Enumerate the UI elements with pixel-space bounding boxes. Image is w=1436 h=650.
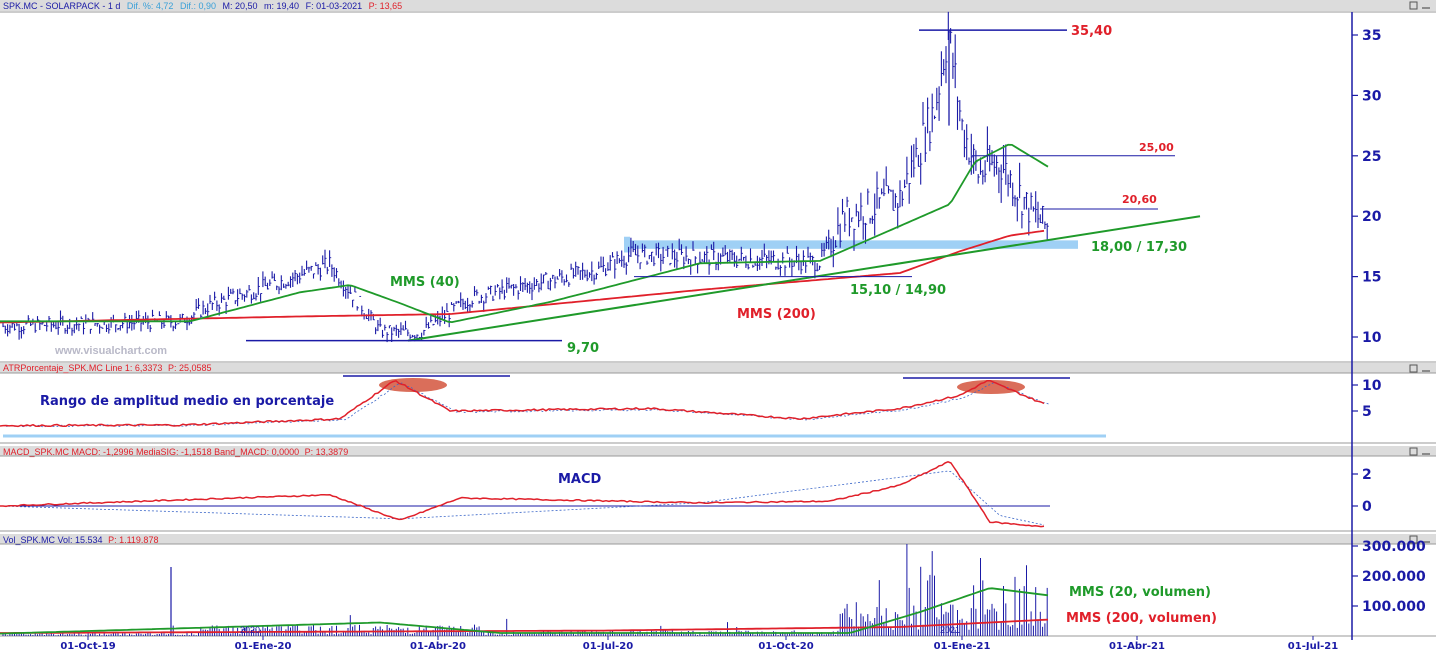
atr-peak-marker: [957, 380, 1025, 394]
label-r1: 25,00: [1139, 141, 1174, 154]
atr-line: [0, 379, 1045, 428]
macd-y-tick-label: 2: [1362, 467, 1372, 483]
label-low: 9,70: [567, 341, 599, 356]
atr-signal-line: [5, 382, 1051, 428]
price-y-tick-label: 30: [1362, 88, 1382, 104]
atr-y-tick-label: 10: [1362, 378, 1382, 394]
watermark: www.visualchart.com: [54, 345, 167, 357]
x-tick-label: 01-Jul-20: [583, 641, 633, 650]
vol-title-bar: [0, 534, 1436, 544]
panel-maximize-icon: [1409, 447, 1418, 456]
atr-header: ATRPorcentaje_SPK.MC Line 1: 6,3373 P: 2…: [3, 363, 211, 373]
mms40-line: [0, 143, 1049, 324]
x-tick-label: 01-Oct-20: [758, 641, 813, 650]
price-y-tick-label: 15: [1362, 270, 1381, 286]
macd-y-tick-label: 0: [1362, 499, 1372, 515]
vol-y-tick-label: 200.000: [1362, 569, 1426, 585]
macd-line: [0, 461, 1045, 528]
price-y-tick-label: 10: [1362, 330, 1382, 346]
label-mms200: MMS (200): [737, 307, 816, 322]
vol-header: Vol_SPK.MC Vol: 15.534 P: 1.119.878: [3, 535, 158, 545]
x-tick-label: 01-Ene-21: [934, 641, 991, 650]
macd-header: MACD_SPK.MC MACD: -1,2996 MediaSIG: -1,1…: [3, 447, 348, 457]
macd-signal-line: [0, 470, 1045, 526]
label-mms40: MMS (40): [390, 275, 460, 290]
atr-y-tick-label: 5: [1362, 404, 1372, 420]
x-tick-label: 01-Abr-21: [1109, 641, 1165, 650]
label-vol-mms200: MMS (200, volumen): [1066, 611, 1217, 626]
price-title-bar: [0, 0, 1436, 11]
trendline: [407, 215, 1201, 342]
price-y-tick-label: 35: [1362, 28, 1381, 44]
vol-year-label-2: 2021: [940, 625, 960, 635]
vol-y-tick-label: 100.000: [1362, 599, 1426, 615]
vol-mms200-line: [0, 618, 1049, 634]
vol-year-label: 2020: [240, 625, 260, 635]
panel-maximize-icon: [1409, 535, 1418, 544]
label-high: 35,40: [1071, 24, 1112, 39]
panel-maximize-icon: [1409, 1, 1418, 10]
vol-y-tick-label: 300.000: [1362, 539, 1426, 555]
price-header: SPK.MC - SOLARPACK - 1 d Dif. %: 4,72 Di…: [3, 1, 402, 11]
support-zone-band: [624, 240, 1078, 249]
x-tick-label: 01-Oct-19: [60, 641, 115, 650]
atr-title-bar: [0, 363, 1436, 373]
atr-title: Rango de amplitud medio en porcentaje: [40, 394, 334, 409]
x-tick-label: 01-Ene-20: [235, 641, 292, 650]
label-r2: 20,60: [1122, 193, 1157, 206]
macd-title: MACD: [558, 472, 602, 487]
macd-title-bar: [0, 446, 1436, 456]
x-tick-label: 01-Abr-20: [410, 641, 466, 650]
x-tick-label: 01-Jul-21: [1288, 641, 1338, 650]
panel-maximize-icon: [1409, 364, 1418, 373]
label-support-zone: 18,00 / 17,30: [1091, 240, 1187, 255]
price-y-tick-label: 20: [1362, 209, 1382, 225]
label-vol-mms20: MMS (20, volumen): [1069, 585, 1211, 600]
label-support2: 15,10 / 14,90: [850, 283, 946, 298]
vol-mms20-line: [0, 587, 1049, 635]
support-zone-edge: [624, 236, 630, 253]
price-y-tick-label: 25: [1362, 149, 1381, 165]
